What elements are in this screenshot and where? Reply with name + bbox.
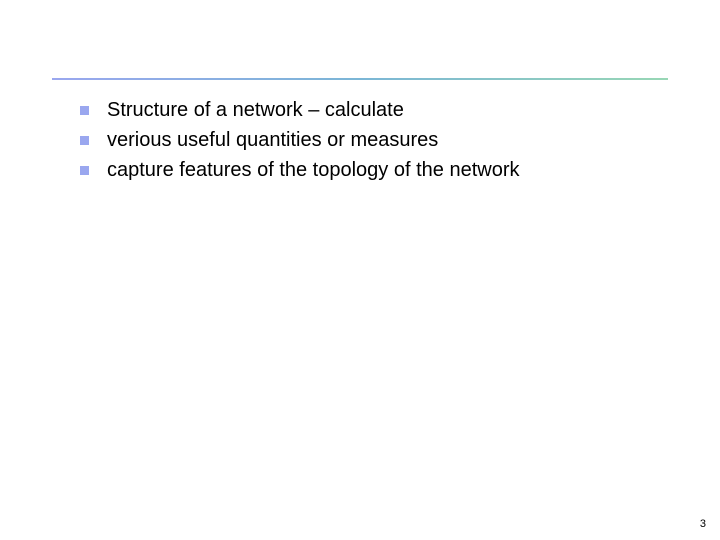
list-item: capture features of the topology of the … <box>80 156 660 184</box>
list-item: verious useful quantities or measures <box>80 126 660 154</box>
list-item-text: Structure of a network – calculate <box>107 96 660 124</box>
bullet-list: Structure of a network – calculateveriou… <box>80 96 660 186</box>
list-item-text: verious useful quantities or measures <box>107 126 660 154</box>
square-bullet-icon <box>80 106 89 115</box>
square-bullet-icon <box>80 136 89 145</box>
list-item-text: capture features of the topology of the … <box>107 156 660 184</box>
slide: Structure of a network – calculateveriou… <box>0 0 720 540</box>
divider-line <box>52 78 668 80</box>
list-item: Structure of a network – calculate <box>80 96 660 124</box>
square-bullet-icon <box>80 166 89 175</box>
page-number: 3 <box>700 518 706 530</box>
